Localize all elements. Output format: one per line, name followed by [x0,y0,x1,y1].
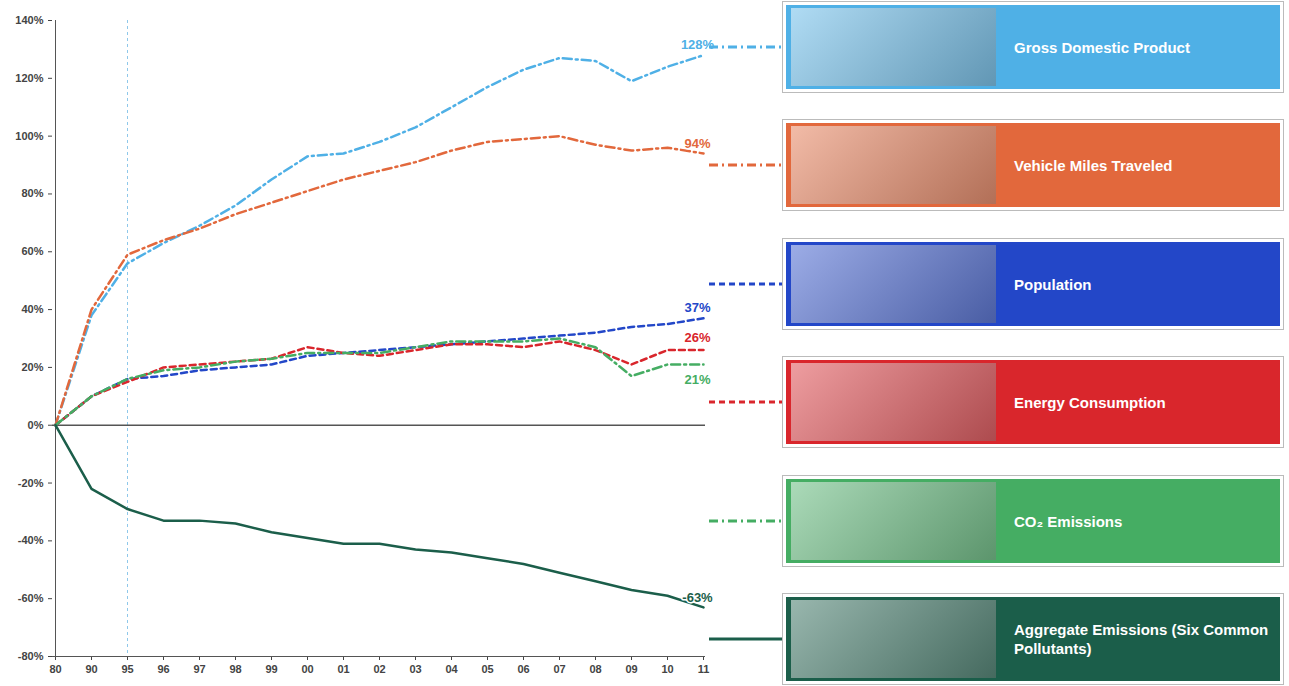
svg-text:21%: 21% [684,372,710,387]
html-text:Energy Consumption: Energy Consumption [1014,393,1166,411]
svg-text:-20%: -20% [18,477,44,489]
svg-text:11: 11 [698,663,710,675]
svg-text:120%: 120% [15,72,43,84]
svg-text:94%: 94% [684,136,710,151]
html-text:Gross Domestic Product: Gross Domestic Product [1014,38,1190,56]
svg-text:37%: 37% [684,300,710,315]
svg-text:80: 80 [49,663,61,675]
svg-text:03: 03 [409,663,421,675]
svg-text:99: 99 [265,663,277,675]
svg-text:26%: 26% [684,330,710,345]
svg-text:02: 02 [373,663,385,675]
html-text:CO₂ Emissions: CO₂ Emissions [1014,512,1123,530]
svg-text:128%: 128% [681,37,715,52]
svg-text:40%: 40% [21,303,43,315]
svg-text:140%: 140% [15,14,43,26]
svg-text:95: 95 [121,663,133,675]
svg-text:-80%: -80% [18,650,44,662]
html-text:Aggregate Emissions (Six Commo: Aggregate Emissions (Six Common Pollutan… [1014,621,1269,657]
svg-text:-63%: -63% [682,590,713,605]
html-text:Vehicle Miles Traveled: Vehicle Miles Traveled [1014,156,1173,174]
svg-text:-40%: -40% [18,534,44,546]
svg-text:100%: 100% [15,130,43,142]
svg-text:07: 07 [553,663,565,675]
svg-text:98: 98 [229,663,241,675]
svg-text:06: 06 [517,663,529,675]
svg-text:80%: 80% [21,187,43,199]
svg-text:05: 05 [481,663,493,675]
svg-text:01: 01 [337,663,349,675]
html-text:Population: Population [1014,275,1092,293]
svg-text:10: 10 [661,663,673,675]
svg-text:0%: 0% [28,419,44,431]
svg-text:08: 08 [589,663,601,675]
svg-text:90: 90 [85,663,97,675]
svg-text:09: 09 [625,663,637,675]
svg-text:04: 04 [445,663,458,675]
svg-text:96: 96 [157,663,169,675]
svg-text:60%: 60% [21,245,43,257]
svg-text:-60%: -60% [18,592,44,604]
svg-text:00: 00 [301,663,313,675]
svg-text:97: 97 [193,663,205,675]
svg-text:20%: 20% [21,361,43,373]
